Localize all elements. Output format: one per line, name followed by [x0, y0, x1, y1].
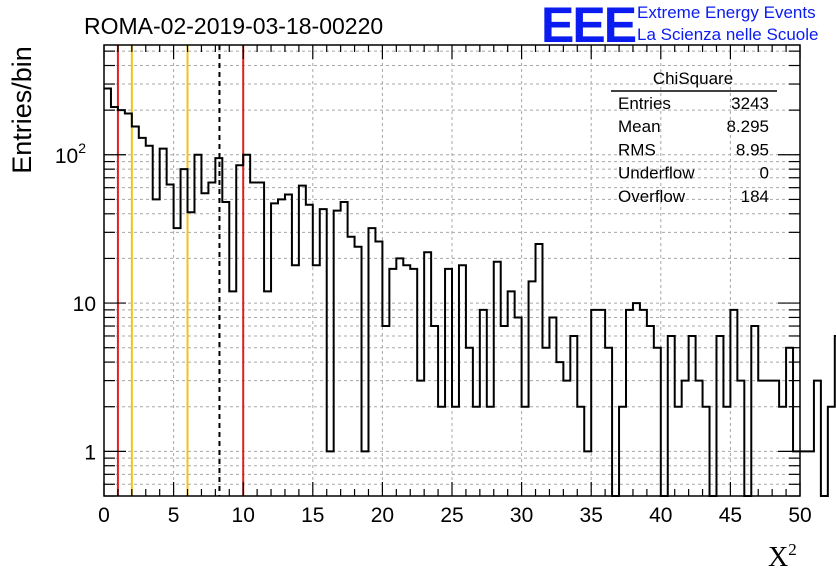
- x-axis-label-base: X: [768, 542, 788, 572]
- x-tick-label: 15: [301, 504, 324, 527]
- y-tick-label-superscript: 2: [78, 140, 86, 156]
- stats-row-label: Mean: [618, 117, 661, 136]
- stats-row-label: RMS: [618, 140, 656, 159]
- x-tick-labels: 0 5 10 15 20 25 30 35 40 45 50: [98, 504, 812, 527]
- x-tick-label: 25: [440, 504, 463, 527]
- y-tick-label: 102: [55, 140, 86, 168]
- axes: [103, 44, 801, 497]
- y-tick-label: 1: [84, 441, 96, 464]
- stats-row-label: Underflow: [618, 164, 695, 183]
- x-tick-label: 5: [168, 504, 180, 527]
- stats-rows: Entries 3243 Mean 8.295 RMS 8.95 Underflow 0 Ove…: [618, 94, 769, 206]
- x-tick-label: 40: [649, 504, 672, 527]
- stats-title: ChiSquare: [653, 69, 733, 88]
- x-tick-label: 35: [580, 504, 603, 527]
- y-tick-label-base: 10: [73, 293, 96, 316]
- marker-lines: [116, 45, 245, 496]
- stats-row-value: 8.95: [736, 140, 769, 159]
- histogram-line: [104, 87, 836, 497]
- eee-logo: EEE Extreme Energy Events La Scienza nel…: [541, 0, 818, 53]
- eee-logo-line1: Extreme Energy Events: [637, 3, 816, 22]
- stats-row-value: 8.295: [726, 117, 769, 136]
- stats-row-value: 0: [760, 164, 769, 183]
- y-tick-label-base: 1: [84, 441, 96, 464]
- x-axis-label-superscript: 2: [788, 540, 797, 559]
- chart-title: ROMA-02-2019-03-18-00220: [84, 13, 383, 39]
- x-tick-label: 30: [510, 504, 533, 527]
- stats-row-value: 184: [741, 187, 769, 206]
- stats-row-label: Entries: [618, 94, 671, 113]
- y-tick-label-base: 10: [55, 145, 78, 168]
- x-tick-label: 20: [371, 504, 394, 527]
- y-tick-label: 10: [73, 293, 96, 316]
- stats-row-value: 3243: [731, 94, 769, 113]
- x-tick-label: 0: [98, 504, 110, 527]
- x-tick-label: 10: [232, 504, 255, 527]
- eee-logo-mark: EEE: [541, 0, 636, 53]
- eee-logo-line2: La Scienza nelle Scuole: [637, 25, 818, 44]
- stats-box: ChiSquare Entries 3243 Mean 8.295 RMS 8.95 Und…: [611, 69, 777, 206]
- x-axis-label: X2: [768, 540, 797, 572]
- x-tick-label: 45: [719, 504, 742, 527]
- y-axis-label: Entries/bin: [7, 46, 37, 174]
- stats-row-label: Overflow: [618, 187, 686, 206]
- x-tick-label: 50: [788, 504, 811, 527]
